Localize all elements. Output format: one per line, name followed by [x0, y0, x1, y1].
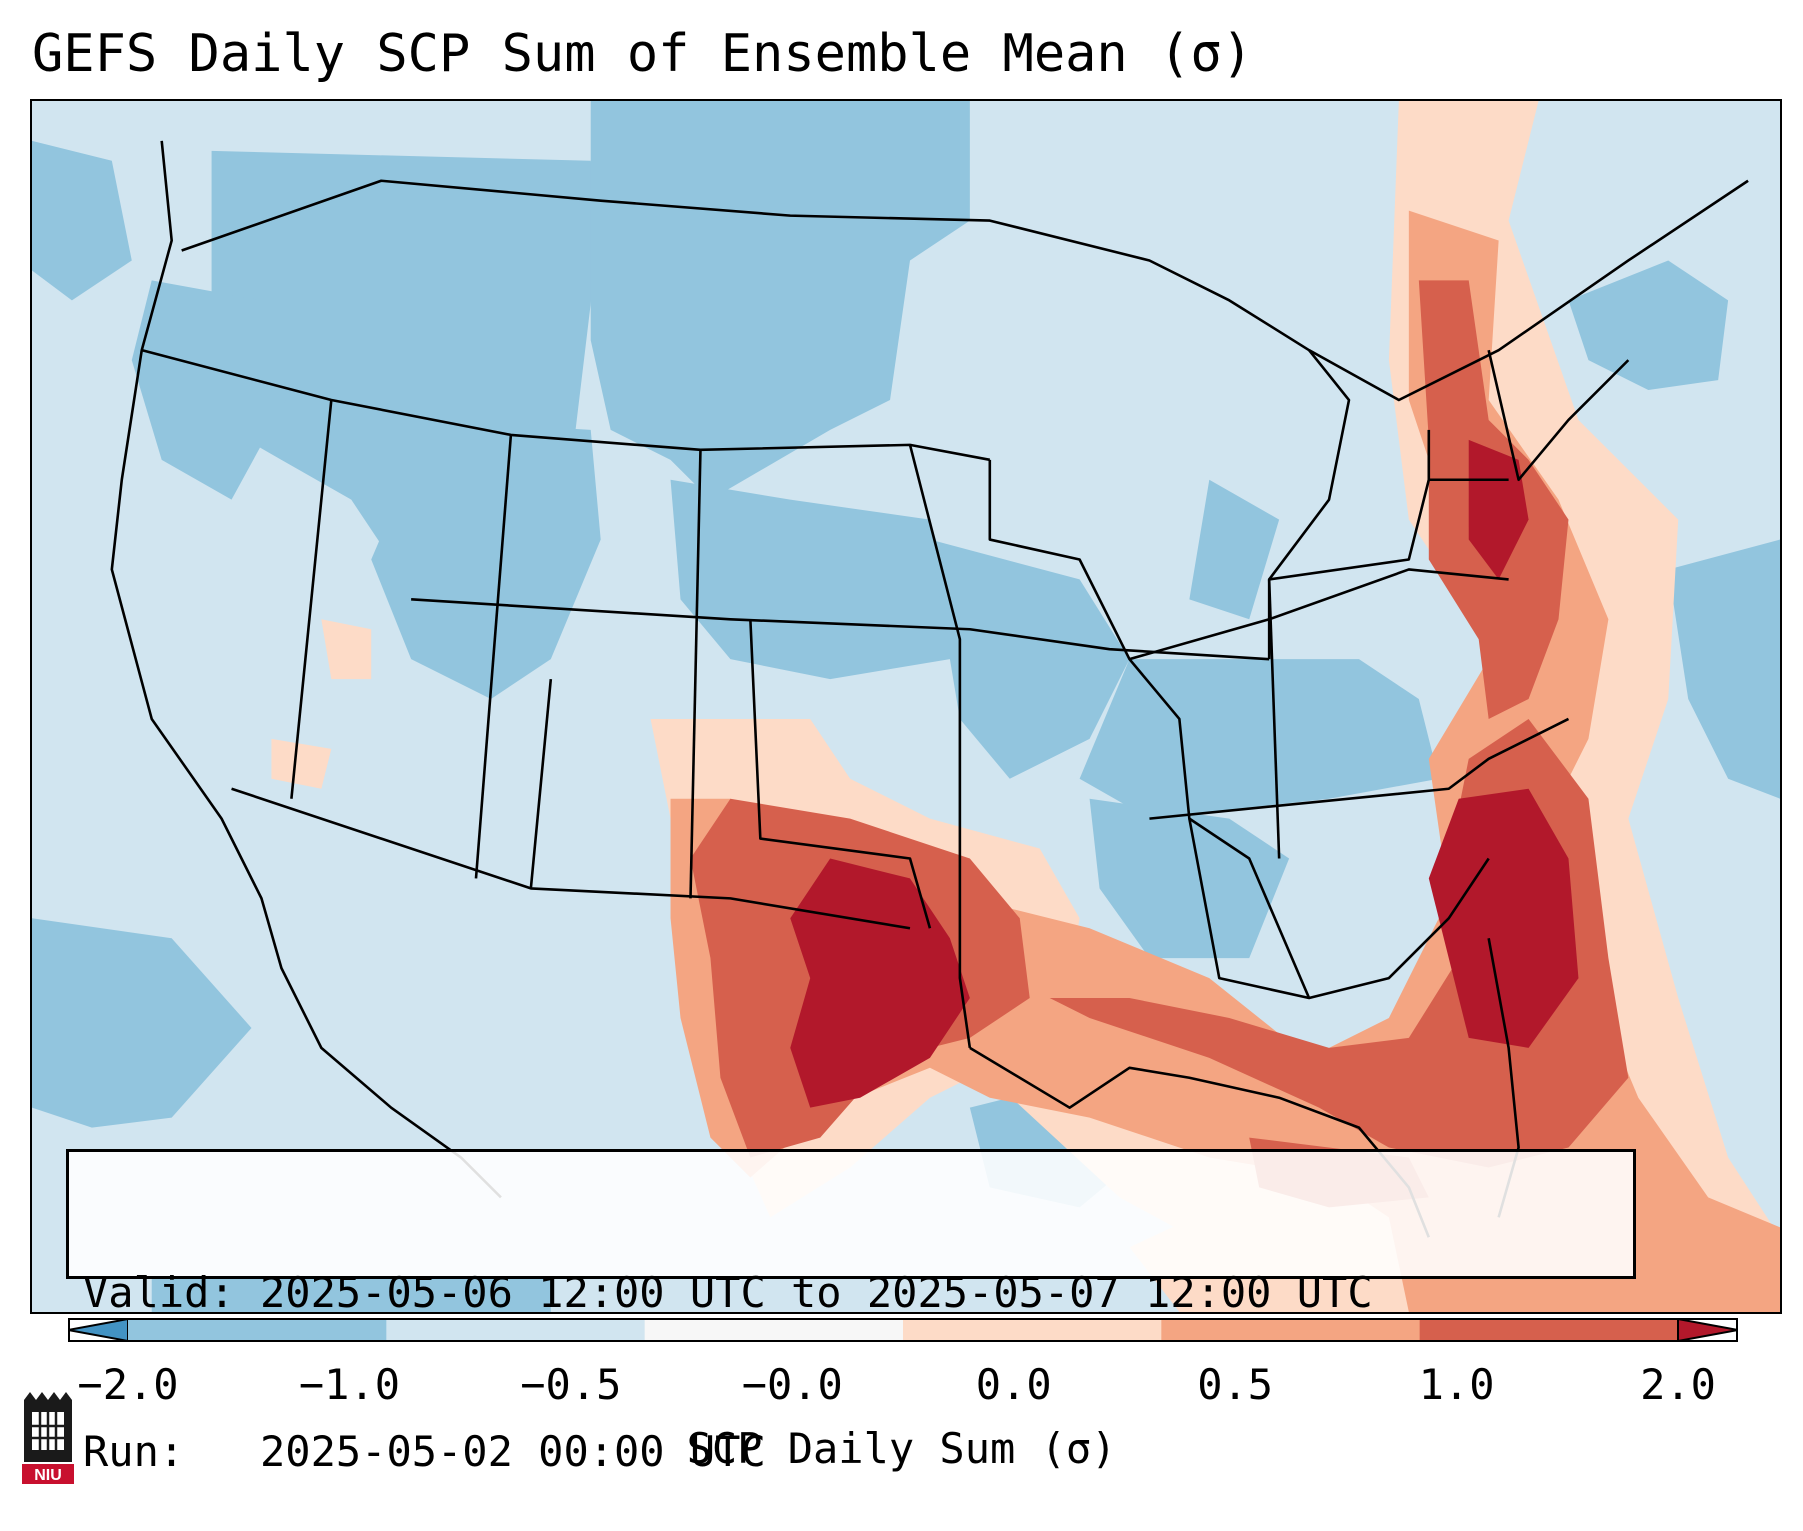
negative-anomaly-regions — [32, 101, 1780, 1312]
run-time: 2025-05-02 00:00 UTC — [260, 1427, 766, 1476]
colorbar — [68, 1318, 1738, 1342]
colorbar-segment — [128, 1319, 387, 1341]
colorbar-tick-label: 0.0 — [975, 1360, 1052, 1409]
colorbar-extend-min — [68, 1318, 129, 1342]
colorbar-tick-label: −1.0 — [298, 1360, 400, 1409]
colorbar-label: SCP Daily Sum (σ) — [686, 1424, 1117, 1473]
colorbar-tick-label: −0.5 — [520, 1360, 622, 1409]
colorbar-tick-label: 2.0 — [1640, 1360, 1716, 1409]
valid-row: Valid: 2025-05-06 12:00 UTC to 2025-05-0… — [83, 1266, 1619, 1319]
positive-anomaly-max — [790, 439, 1579, 1108]
colorbar-segment — [644, 1319, 904, 1341]
run-label: Run: — [83, 1427, 185, 1476]
colorbar-tick-label: 1.0 — [1418, 1360, 1495, 1409]
logo-text: NIU — [34, 1467, 62, 1484]
state-boundaries — [110, 140, 1749, 1238]
colorbar-segment — [1419, 1319, 1679, 1341]
colorbar-segment — [903, 1319, 1162, 1341]
valid-time-range: 2025-05-06 12:00 UTC to 2025-05-07 12:00… — [260, 1268, 1373, 1317]
colorbar-tick-label: −2.0 — [77, 1360, 179, 1409]
valid-run-info-box: Valid: 2025-05-06 12:00 UTC to 2025-05-0… — [66, 1149, 1636, 1476]
run-row: Run: 2025-05-02 00:00 UTC — [83, 1425, 1619, 1478]
colorbar-segment — [1161, 1319, 1421, 1341]
map-panel — [30, 99, 1782, 1314]
colorbar-tick-label: −0.0 — [741, 1360, 843, 1409]
colorbar-extend-max — [1677, 1318, 1738, 1342]
niu-logo: NIU — [22, 1392, 74, 1484]
colorbar-tick-label: 0.5 — [1197, 1360, 1274, 1409]
colorbar-segment — [386, 1319, 646, 1341]
scp-map — [32, 101, 1780, 1312]
valid-label: Valid: — [83, 1268, 235, 1317]
map-title: GEFS Daily SCP Sum of Ensemble Mean (σ) — [32, 24, 1253, 84]
